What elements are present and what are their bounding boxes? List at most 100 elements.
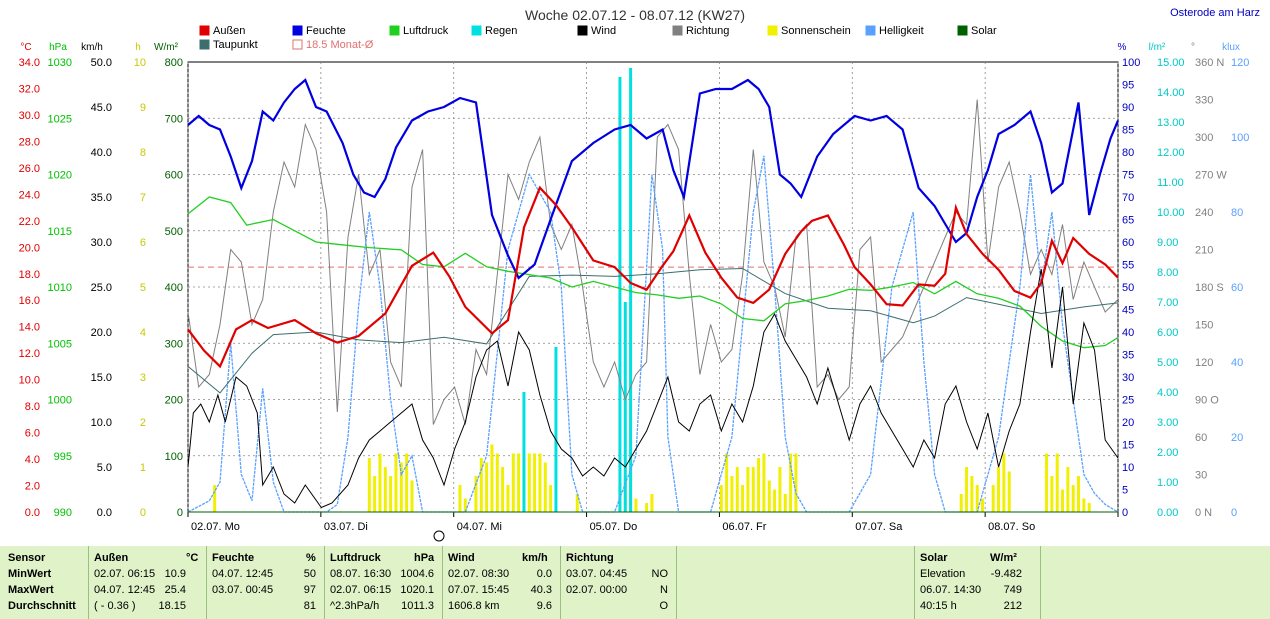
stats-value-aussen: 10.9 bbox=[164, 568, 186, 580]
axis-tick-temp: 18.0 bbox=[19, 269, 40, 281]
axis-tick-rain: 14.00 bbox=[1157, 87, 1185, 99]
sunshine-bar bbox=[399, 462, 403, 512]
sunshine-bar bbox=[634, 498, 638, 512]
axis-tick-rain: 7.00 bbox=[1157, 297, 1178, 309]
axis-tick-solar: 0 bbox=[177, 507, 183, 519]
axis-tick-humidity: 60 bbox=[1122, 237, 1134, 249]
stats-label: Durchschnitt bbox=[8, 600, 76, 612]
stats-cell-feuchte: 03.07. 00:45 bbox=[212, 584, 274, 596]
axis-tick-humidity: 90 bbox=[1122, 102, 1134, 114]
stats-value-solar: 749 bbox=[1003, 584, 1022, 596]
stats-cell-aussen: 04.07. 12:45 bbox=[94, 584, 156, 596]
axis-tick-pressure: 990 bbox=[54, 507, 72, 519]
stats-row: Durchschnitt ( - 0.36 ) 18.15 81 ^2.3hPa/h 10… bbox=[0, 598, 1270, 614]
sunshine-bar bbox=[527, 453, 531, 512]
axis-tick-solar: 200 bbox=[165, 395, 183, 407]
axis-tick-sunshine: 2 bbox=[140, 417, 146, 429]
axis-tick-humidity: 55 bbox=[1122, 260, 1134, 272]
axis-unit-temp: °C bbox=[20, 42, 31, 53]
axis-tick-direction: 90 O bbox=[1195, 395, 1219, 407]
axis-tick-humidity: 50 bbox=[1122, 282, 1134, 294]
chart-grid bbox=[187, 62, 1119, 517]
sunshine-bar bbox=[1082, 498, 1086, 512]
sunshine-bar bbox=[533, 453, 537, 512]
axis-tick-temp: 16.0 bbox=[19, 295, 40, 307]
axis-tick-wind: 30.0 bbox=[91, 237, 112, 249]
legend-label: Taupunkt bbox=[213, 39, 258, 51]
rain-bar bbox=[623, 302, 627, 512]
axis-tick-brightness: 120 bbox=[1231, 57, 1249, 69]
sunshine-bar bbox=[959, 494, 963, 512]
sunshine-bar bbox=[549, 485, 553, 512]
table-divider bbox=[324, 546, 325, 619]
axis-tick-rain: 11.00 bbox=[1157, 177, 1184, 189]
axis-tick-brightness: 100 bbox=[1231, 132, 1249, 144]
sunshine-bar bbox=[511, 453, 515, 512]
stats-cell-richtung: 03.07. 04:45 bbox=[566, 568, 628, 580]
axis-tick-sunshine: 10 bbox=[134, 57, 146, 69]
axis-tick-direction: 150 bbox=[1195, 320, 1213, 332]
sunshine-bar bbox=[789, 453, 793, 512]
sunshine-bar bbox=[1071, 485, 1075, 512]
x-label: 08.07. So bbox=[988, 521, 1035, 533]
axis-tick-rain: 8.00 bbox=[1157, 267, 1178, 279]
x-label: 04.07. Mi bbox=[457, 521, 502, 533]
sunshine-bar bbox=[485, 462, 489, 512]
col-feuchte-unit: % bbox=[306, 552, 316, 564]
axis-tick-humidity: 85 bbox=[1122, 125, 1134, 137]
chart-title: Woche 02.07.12 - 08.07.12 (KW27) bbox=[525, 7, 745, 23]
table-divider bbox=[560, 546, 561, 619]
axis-tick-brightness: 20 bbox=[1231, 432, 1243, 444]
axis-tick-temp: 24.0 bbox=[19, 189, 40, 201]
axis-tick-wind: 40.0 bbox=[91, 147, 112, 159]
axis-unit-sunshine: h bbox=[135, 42, 141, 53]
axis-tick-sunshine: 9 bbox=[140, 102, 146, 114]
col-aussen-header: Außen bbox=[94, 552, 129, 564]
stats-cell-aussen: 02.07. 06:15 bbox=[94, 568, 156, 580]
table-divider bbox=[914, 546, 915, 619]
sunshine-bar bbox=[794, 453, 798, 512]
legend-swatch bbox=[292, 25, 303, 36]
axis-tick-wind: 50.0 bbox=[91, 57, 112, 69]
legend-swatch bbox=[767, 25, 778, 36]
legend-label: Sonnenschein bbox=[781, 25, 851, 37]
axis-tick-direction: 60 bbox=[1195, 432, 1207, 444]
sunshine-bar bbox=[501, 467, 505, 512]
axis-tick-brightness: 60 bbox=[1231, 282, 1243, 294]
axis-tick-solar: 400 bbox=[165, 282, 183, 294]
axis-tick-humidity: 15 bbox=[1122, 440, 1134, 452]
sunshine-bar bbox=[474, 476, 478, 512]
time-marker-icon[interactable] bbox=[433, 530, 445, 542]
axis-tick-humidity: 100 bbox=[1122, 57, 1140, 69]
axis-tick-direction: 240 bbox=[1195, 207, 1213, 219]
sunshine-bar bbox=[1066, 467, 1070, 512]
axis-tick-brightness: 40 bbox=[1231, 357, 1243, 369]
col-aussen-unit: °C bbox=[186, 552, 199, 564]
stats-value-aussen: 18.15 bbox=[158, 600, 186, 612]
axis-tick-pressure: 1010 bbox=[48, 282, 72, 294]
axis-tick-temp: 8.0 bbox=[25, 401, 40, 413]
axis-unit-solar: W/m² bbox=[154, 42, 179, 53]
stats-cell-luftdruck: 02.07. 06:15 bbox=[330, 584, 392, 596]
stats-value-feuchte: 81 bbox=[303, 600, 316, 612]
axis-unit-pressure: hPa bbox=[49, 42, 67, 53]
col-richtung-header: Richtung bbox=[566, 552, 614, 564]
rain-bar bbox=[629, 68, 633, 512]
axis-tick-humidity: 75 bbox=[1122, 170, 1134, 182]
axis-tick-humidity: 70 bbox=[1122, 192, 1134, 204]
x-axis-labels: 02.07. Mo 03.07. Di 04.07. Mi 05.07. Do 06.0… bbox=[191, 521, 1035, 533]
series-line-außen bbox=[187, 185, 1119, 369]
axis-tick-humidity: 80 bbox=[1122, 147, 1134, 159]
legend-label: Luftdruck bbox=[403, 25, 449, 37]
sunshine-bar bbox=[991, 485, 995, 512]
sunshine-bar bbox=[1002, 453, 1006, 512]
legend-swatch bbox=[199, 39, 210, 50]
sunshine-bar bbox=[650, 494, 654, 512]
sunshine-bar bbox=[997, 467, 1001, 512]
table-divider bbox=[676, 546, 677, 619]
axis-tick-direction: 120 bbox=[1195, 357, 1213, 369]
axis-tick-temp: 0.0 bbox=[25, 507, 40, 519]
axis-tick-solar: 800 bbox=[165, 57, 183, 69]
sunshine-bar bbox=[757, 458, 761, 512]
chart-lines bbox=[187, 78, 1120, 513]
